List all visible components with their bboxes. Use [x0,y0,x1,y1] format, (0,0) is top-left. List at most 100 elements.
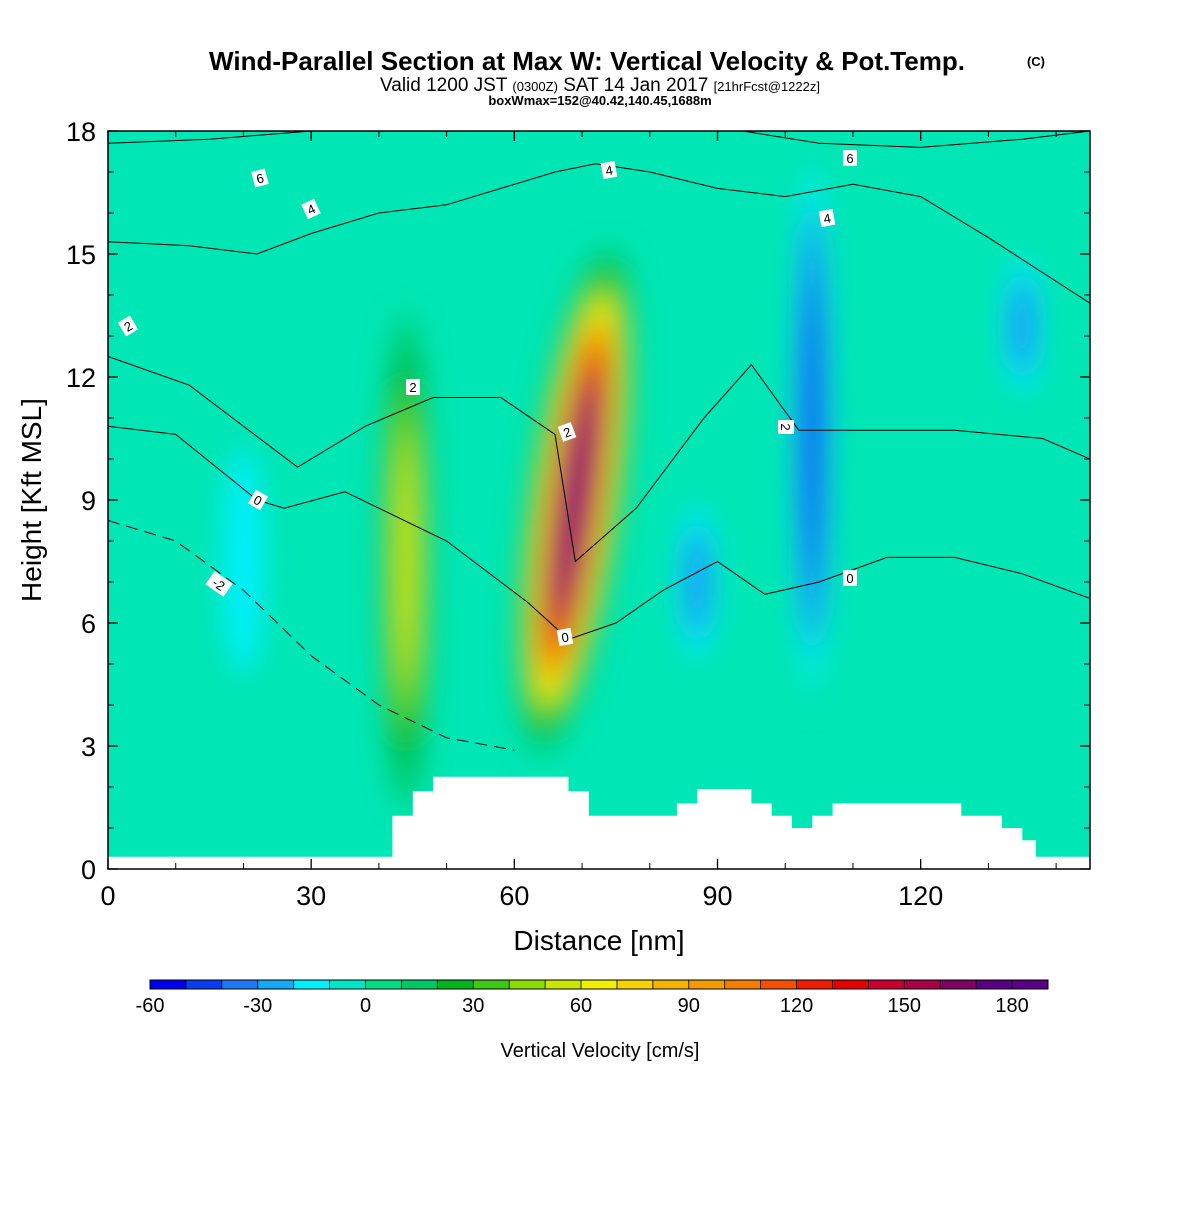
chart-info-line: boxWmax=152@40.42,140.45,1688m [488,93,711,108]
theta-contour-3 [108,163,1090,304]
colorbar-swatch [509,980,546,989]
colorbar-tick-label: 150 [888,995,921,1017]
theta-contour-4 [108,131,1090,148]
contour-label-7: 0 [556,627,574,647]
colorbar-swatch [185,980,223,989]
contour-label-bg [843,150,857,166]
contour-label-2: 2 [117,315,139,337]
contour-label-10: 4 [818,208,836,228]
contour-label-text: 2 [409,380,416,395]
colorbar-tick-label: 180 [995,995,1028,1017]
contour-label-bg [247,489,269,511]
y-tick-label: 12 [66,363,96,393]
contour-label-text: 6 [846,151,853,166]
contour-label-8: 4 [600,160,618,180]
theta-contour-2 [108,356,1090,563]
contour-label-bg [117,315,139,337]
colorbar-swatch [293,980,331,989]
colorbar-swatch [796,980,833,989]
contour-label-text: 0 [846,571,853,586]
contour-labels: 6 4 2 2 0 -2 2 0 4 6 4 2 0 [117,150,857,647]
colorbar-tick-label: -30 [243,995,272,1017]
y-tick-label: 9 [81,486,96,516]
potential-temperature-contours [108,131,1090,751]
contour-label-6: 2 [557,422,577,442]
colorbar-swatch [329,980,367,989]
w-feature-3-level-6 [693,545,702,619]
contour-label-bg [600,160,618,180]
contour-label-5: -2 [205,571,233,597]
colorbar-swatch [401,980,438,989]
contour-label-text: 2 [778,423,793,430]
colorbar: -60 -30 0 30 60 90 120 150 180 [136,979,1049,1017]
contour-label-bg [406,379,420,395]
title-copyright-mark: (C) [1027,54,1045,69]
colorbar-swatch [760,980,798,989]
contour-label-12: 0 [843,570,857,586]
contour-label-3: 2 [406,379,420,395]
x-tick-label: 120 [898,881,943,911]
w-feature-0-level-6 [557,386,594,614]
contour-label-1: 4 [301,198,321,220]
contour-label-4: 0 [247,489,269,511]
colorbar-swatch [545,980,582,989]
y-tick-label: 18 [66,117,96,147]
y-tick-label: 15 [66,240,96,270]
y-tick-label: 0 [81,855,96,885]
colorbar-swatch [616,980,654,989]
y-tick-label: 6 [81,609,96,639]
vertical-velocity-field [221,151,1045,808]
w-feature-5-level-6 [1018,293,1027,359]
contour-label-text: 4 [604,162,614,178]
subtitle-date: SAT 14 Jan 2017 [563,75,708,96]
contour-label-bg [557,422,577,442]
theta-contour-1 [108,425,1090,640]
colorbar-tick-label: 60 [570,995,592,1017]
colorbar-swatch [581,980,618,989]
colorbar-swatch [724,980,762,989]
theta-contour-0 [108,520,515,751]
colorbar-swatch [868,980,905,989]
contour-label-bg [843,570,857,586]
y-axis-label: Height [Kft MSL] [16,398,47,602]
colorbar-tick-label: -60 [136,995,165,1017]
x-tick-label: 0 [100,881,115,911]
contour-label-bg [301,198,321,220]
contour-label-bg [251,168,269,188]
colorbar-swatch [365,980,402,989]
colorbar-swatch [904,980,941,989]
colorbar-swatch [940,980,977,989]
contour-label-text: 0 [560,629,570,645]
contour-label-9: 6 [843,150,857,166]
colorbar-swatch [1012,980,1049,989]
colorbar-swatch [150,980,187,989]
contour-label-text: 2 [561,424,573,441]
colorbar-swatch [221,980,259,989]
x-tick-label: 90 [702,881,732,911]
contour-label-text: 6 [255,170,266,186]
contour-label-text: 4 [822,210,832,226]
chart-title: Wind-Parallel Section at Max W: Vertical… [209,46,965,76]
contour-label-bg [556,627,574,647]
w-feature-1-level-6 [401,450,411,673]
colorbar-swatch [437,980,474,989]
contour-label-bg [778,420,794,434]
colorbar-swatch [976,980,1013,989]
colorbar-swatch [688,980,726,989]
y-tick-label: 3 [81,732,96,762]
w-feature-2-level-6 [808,303,817,553]
subtitle-forecast: [21hrFcst@1222z] [714,79,820,94]
colorbar-swatch [832,980,869,989]
w-feature-4-level-6 [239,506,248,617]
terrain-mask [108,776,1090,869]
subtitle-utc-time: (0300Z) [512,79,558,94]
colorbar-label: Vertical Velocity [cm/s] [501,1040,700,1062]
colorbar-swatch [652,980,690,989]
subtitle-valid-time: Valid 1200 JST [380,75,508,96]
contour-label-11: 2 [778,420,794,434]
x-axis-label: Distance [nm] [513,925,684,956]
colorbar-tick-label: 30 [462,995,484,1017]
colorbar-swatch [257,980,295,989]
